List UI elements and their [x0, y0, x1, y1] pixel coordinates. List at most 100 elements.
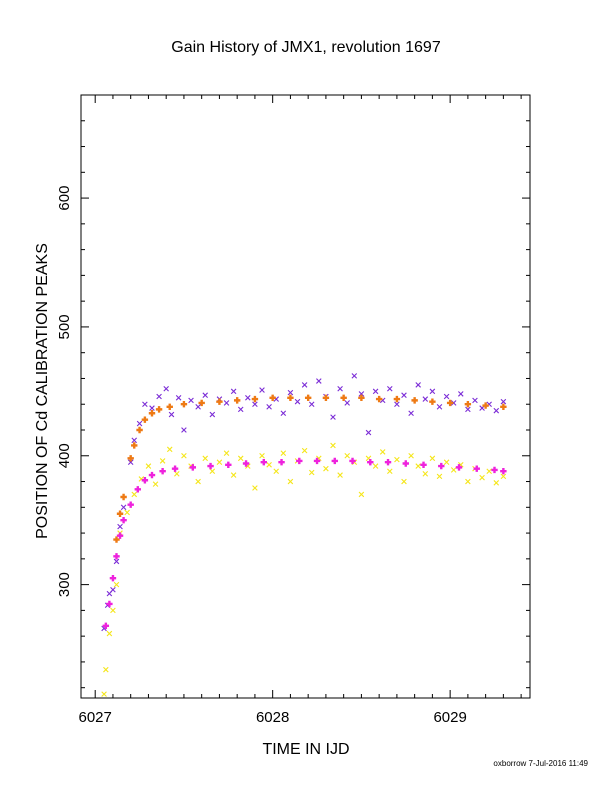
data-point — [216, 459, 223, 466]
data-point — [372, 463, 379, 469]
data-point — [266, 461, 272, 468]
data-point — [372, 388, 379, 395]
data-point — [278, 459, 285, 466]
data-point — [156, 393, 162, 400]
data-point — [131, 491, 138, 498]
data-point — [308, 469, 315, 476]
data-point — [266, 404, 272, 410]
data-point — [110, 607, 116, 614]
data-point — [408, 452, 414, 459]
data-point — [245, 394, 251, 401]
data-point — [181, 427, 187, 433]
data-point — [223, 400, 230, 406]
data-point — [287, 394, 294, 401]
data-point — [401, 478, 407, 485]
data-point — [174, 471, 180, 477]
data-point — [387, 468, 393, 475]
data-point — [134, 486, 141, 493]
data-point — [422, 471, 429, 477]
data-point — [280, 450, 287, 456]
data-point — [472, 397, 478, 404]
data-point — [287, 478, 294, 485]
data-point — [101, 691, 107, 697]
data-point — [131, 442, 138, 449]
data-point — [493, 407, 500, 414]
data-point — [479, 474, 485, 481]
data-point — [375, 395, 383, 403]
data-point — [110, 586, 116, 593]
data-point — [337, 472, 343, 478]
data-point — [113, 558, 120, 565]
series-0 — [101, 373, 507, 632]
data-point — [269, 394, 276, 401]
data-point — [136, 426, 143, 434]
data-point — [313, 457, 321, 465]
data-point — [223, 450, 230, 456]
x-tick-label: 6028 — [256, 709, 289, 726]
data-point — [230, 388, 237, 395]
data-point — [402, 460, 409, 467]
data-point — [106, 630, 113, 637]
series-layer — [101, 373, 507, 697]
data-point — [251, 395, 259, 403]
data-point — [166, 403, 173, 411]
ticks-layer: 6027 6028 6029 300 400 500 600 — [56, 94, 530, 726]
data-point — [225, 461, 232, 468]
y-tick-label: 500 — [56, 314, 73, 339]
data-point — [358, 394, 365, 401]
data-point — [198, 399, 205, 407]
chart-title: Gain History of JMX1, revolution 1697 — [171, 39, 441, 56]
data-point — [155, 406, 163, 413]
data-point — [367, 459, 374, 466]
data-point — [486, 468, 492, 475]
data-point — [450, 467, 457, 473]
data-point — [438, 462, 445, 470]
series-3 — [102, 457, 507, 630]
data-point — [136, 420, 143, 427]
data-point — [252, 401, 258, 408]
data-point — [379, 449, 386, 455]
data-point — [175, 394, 182, 401]
data-point — [465, 478, 471, 485]
data-point — [349, 457, 356, 465]
data-point — [450, 400, 457, 406]
data-point — [103, 666, 109, 673]
data-point — [131, 437, 138, 444]
data-point — [209, 468, 216, 475]
data-point — [116, 510, 124, 517]
data-point — [233, 397, 241, 404]
data-point — [102, 622, 110, 630]
data-point — [455, 464, 463, 471]
data-point — [429, 388, 436, 395]
data-point — [323, 465, 329, 472]
data-point — [202, 455, 209, 462]
data-point — [127, 501, 134, 508]
data-point — [195, 478, 201, 485]
data-point — [411, 397, 418, 404]
data-point — [287, 389, 294, 396]
data-point — [120, 504, 127, 511]
data-point — [252, 485, 258, 491]
data-point — [464, 401, 472, 408]
data-point — [394, 401, 400, 408]
data-point — [166, 446, 173, 453]
data-point — [180, 401, 188, 408]
series-1 — [113, 394, 507, 543]
data-point — [209, 411, 216, 418]
data-point — [429, 455, 436, 462]
data-point — [202, 392, 209, 399]
data-point — [163, 385, 169, 392]
data-point — [436, 404, 443, 410]
y-axis-label: POSITION OF Cd CALIBRATION PEAKS — [34, 243, 51, 539]
data-point — [230, 472, 237, 478]
footer-credit: oxborrow 7-Jul-2016 11:49 — [493, 759, 588, 768]
data-point — [393, 395, 401, 403]
data-point — [500, 473, 507, 480]
data-point — [384, 459, 392, 466]
data-point — [465, 406, 471, 413]
data-point — [358, 491, 365, 498]
data-point — [113, 536, 120, 543]
y-tick-label: 300 — [56, 572, 73, 597]
data-point — [500, 468, 507, 475]
